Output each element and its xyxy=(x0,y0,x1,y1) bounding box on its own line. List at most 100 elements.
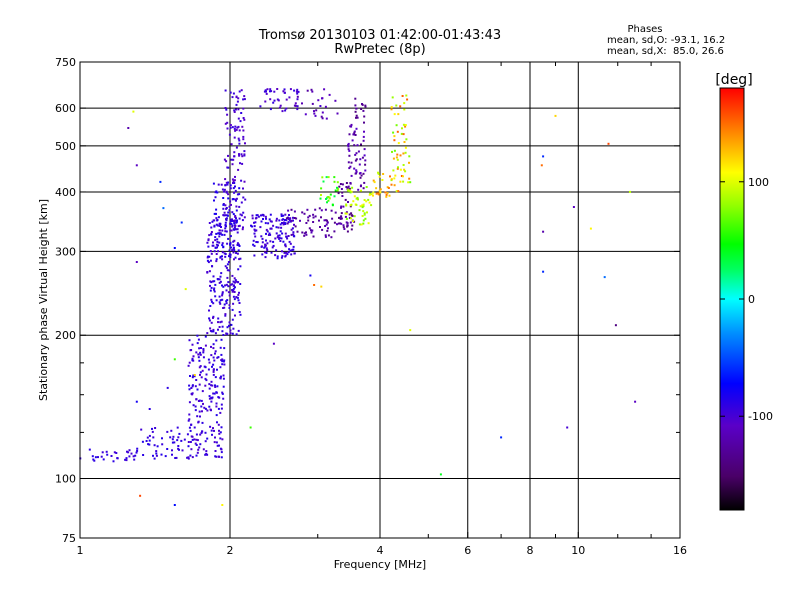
x-mode-point xyxy=(350,217,353,220)
x-mode-point xyxy=(393,184,396,187)
o-mode-point xyxy=(219,366,222,369)
o-mode-point xyxy=(195,351,198,354)
scattered-point xyxy=(180,221,183,224)
o-mode-point xyxy=(212,315,215,318)
x-mode-point xyxy=(402,123,405,126)
o-mode-point xyxy=(209,280,212,283)
o-mode-point xyxy=(229,222,232,225)
o-mode-point xyxy=(191,438,194,441)
o-mode-point xyxy=(288,219,291,222)
o-mode-point xyxy=(264,215,267,218)
o-mode-point xyxy=(241,155,244,158)
o-mode-point xyxy=(220,426,223,429)
o-mode-point xyxy=(284,219,286,221)
x-tick-label: 16 xyxy=(673,544,687,557)
o-mode-point xyxy=(269,240,272,243)
x-mode-point xyxy=(389,175,391,178)
o-mode-point xyxy=(215,260,218,263)
o-mode-point xyxy=(224,313,227,316)
o-mode-point xyxy=(284,213,287,216)
o-mode-point xyxy=(216,356,219,359)
o-mode-point xyxy=(233,136,236,139)
o-mode-point xyxy=(213,429,215,432)
o-mode-point xyxy=(232,92,235,95)
o-mode-point xyxy=(210,321,213,324)
o-mode-point xyxy=(241,125,244,128)
o-mode-point xyxy=(360,174,363,177)
o-mode-point xyxy=(197,356,200,359)
o-mode-point xyxy=(212,347,215,350)
scattered-point xyxy=(135,261,138,263)
o-mode-point xyxy=(232,251,235,254)
o-mode-point xyxy=(313,112,316,115)
o-mode-point xyxy=(355,152,358,155)
o-mode-point xyxy=(196,439,199,442)
o-mode-point xyxy=(355,158,358,161)
x-mode-point xyxy=(377,192,380,195)
o-mode-point xyxy=(199,373,201,376)
o-mode-point xyxy=(220,320,223,323)
o-mode-point xyxy=(226,276,229,279)
x-mode-point xyxy=(372,191,375,194)
o-mode-point xyxy=(201,421,204,424)
o-mode-point xyxy=(239,257,242,260)
o-mode-point xyxy=(236,242,239,245)
o-mode-point xyxy=(219,346,222,349)
o-mode-point xyxy=(199,351,202,354)
o-mode-point xyxy=(231,211,234,214)
o-mode-point xyxy=(293,210,296,213)
o-mode-point xyxy=(279,240,282,242)
x-mode-point xyxy=(356,196,359,199)
o-mode-point xyxy=(230,229,233,232)
o-mode-point xyxy=(225,225,227,228)
o-mode-point xyxy=(277,226,280,229)
o-mode-point xyxy=(237,168,240,171)
o-mode-point xyxy=(221,298,224,301)
o-mode-point xyxy=(206,259,209,262)
o-mode-point xyxy=(290,228,293,231)
o-mode-point xyxy=(199,371,202,374)
o-mode-point xyxy=(215,405,218,408)
o-mode-point xyxy=(288,248,291,251)
o-mode-point xyxy=(214,332,217,335)
o-mode-point xyxy=(206,453,209,456)
o-mode-point xyxy=(229,91,232,94)
o-mode-point xyxy=(189,454,192,457)
o-mode-point xyxy=(259,226,262,229)
o-mode-point xyxy=(198,366,201,369)
o-mode-point xyxy=(266,249,269,251)
o-mode-point xyxy=(238,224,241,227)
o-mode-point xyxy=(214,436,216,439)
o-mode-point xyxy=(276,255,279,258)
o-mode-point xyxy=(354,97,357,100)
x-mode-point xyxy=(320,194,322,196)
o-mode-point xyxy=(270,220,273,223)
o-mode-point xyxy=(233,127,236,130)
o-mode-point xyxy=(136,449,139,452)
scattered-point xyxy=(313,284,316,286)
o-mode-point xyxy=(235,217,237,220)
o-mode-point xyxy=(275,226,278,229)
o-mode-point xyxy=(219,437,222,440)
o-mode-point xyxy=(323,219,326,222)
o-mode-point xyxy=(311,90,314,93)
o-mode-point xyxy=(240,153,243,156)
o-mode-point xyxy=(231,332,234,335)
o-mode-point xyxy=(226,326,229,329)
o-mode-point xyxy=(219,232,222,235)
o-mode-point xyxy=(196,415,199,418)
o-mode-point xyxy=(268,232,271,235)
o-mode-point xyxy=(172,435,175,438)
o-mode-point xyxy=(233,222,236,225)
o-mode-point xyxy=(334,211,337,214)
o-mode-point xyxy=(237,268,240,271)
x-mode-point xyxy=(367,198,370,201)
o-mode-point xyxy=(288,240,291,243)
o-mode-point xyxy=(292,216,294,219)
y-tick-label: 200 xyxy=(55,329,76,342)
x-mode-point xyxy=(397,142,400,145)
o-mode-point xyxy=(325,117,328,120)
o-mode-point xyxy=(229,229,232,232)
o-mode-point xyxy=(350,161,353,164)
